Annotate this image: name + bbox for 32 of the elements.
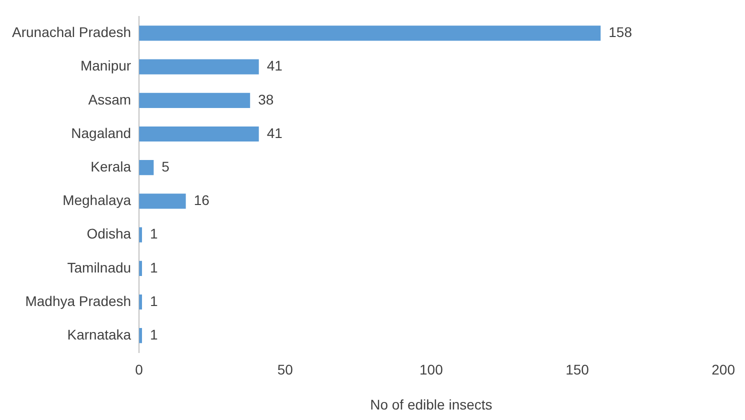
data-label: 1 xyxy=(150,326,158,342)
bar xyxy=(139,92,250,108)
bar xyxy=(139,59,259,74)
bar xyxy=(139,126,259,142)
data-label: 1 xyxy=(150,292,158,309)
x-tick-label: 150 xyxy=(566,362,590,378)
y-tick-label: Meghalaya xyxy=(62,192,132,208)
data-label: 16 xyxy=(194,192,210,208)
data-label: 1 xyxy=(150,259,158,276)
y-tick-label: Nagaland xyxy=(71,124,132,141)
y-tick-label: Tamilnadu xyxy=(67,259,132,276)
y-tick-label: Madhya Pradesh xyxy=(25,292,132,309)
data-label: 38 xyxy=(258,91,274,108)
data-label: 158 xyxy=(608,24,632,40)
bar xyxy=(139,160,154,176)
data-label: 1 xyxy=(150,226,158,242)
y-tick-label: Arunachal Pradesh xyxy=(12,24,132,40)
y-tick-label: Karnataka xyxy=(67,326,132,342)
y-tick-label: Kerala xyxy=(90,158,132,174)
data-label: 41 xyxy=(266,124,283,141)
y-tick-label: Odisha xyxy=(86,226,132,242)
x-axis-title: No of edible insects xyxy=(370,396,492,412)
x-tick-label: 50 xyxy=(277,362,294,378)
bar xyxy=(139,194,186,209)
data-label: 5 xyxy=(162,158,170,174)
bar xyxy=(139,26,601,41)
y-tick-label: Manipur xyxy=(80,58,132,74)
data-label: 41 xyxy=(266,58,283,74)
x-tick-label: 200 xyxy=(712,362,736,378)
x-tick-label: 0 xyxy=(135,362,144,378)
x-tick-label: 100 xyxy=(420,362,444,378)
y-tick-label: Assam xyxy=(88,91,132,108)
